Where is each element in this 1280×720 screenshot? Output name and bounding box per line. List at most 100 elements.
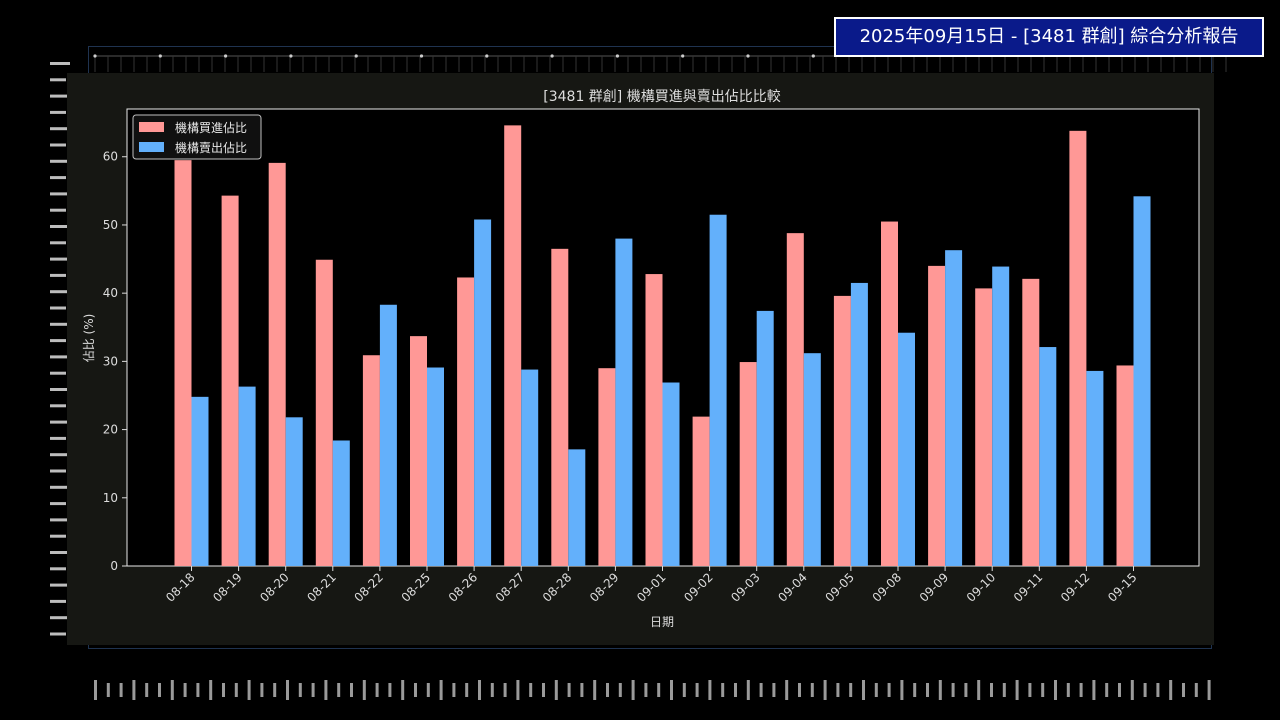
- bar-sell: [238, 386, 256, 566]
- bottom-tick: [414, 683, 417, 697]
- left-tick: [50, 420, 70, 424]
- top-ruler-dot: [158, 54, 162, 58]
- bottom-tick: [682, 683, 686, 697]
- top-ruler-dot: [615, 54, 620, 58]
- bar-buy: [692, 416, 710, 566]
- x-tick-label: 09-10: [964, 570, 999, 605]
- bottom-tick: [593, 680, 597, 700]
- bar-buy: [174, 160, 192, 566]
- x-tick-label: 09-05: [822, 570, 857, 605]
- bottom-tick: [1015, 680, 1019, 700]
- bottom-tick: [580, 683, 584, 697]
- bottom-tick: [439, 680, 443, 700]
- bottom-tick: [337, 683, 341, 697]
- left-tick: [50, 567, 66, 571]
- bottom-tick: [746, 680, 750, 700]
- bar-sell: [521, 369, 539, 566]
- bottom-tick: [542, 683, 545, 697]
- bottom-tick: [657, 683, 661, 697]
- bar-sell: [803, 353, 821, 566]
- bottom-tick: [567, 683, 571, 697]
- chart-title: [3481 群創] 機構買進與賣出佔比比較: [543, 89, 780, 105]
- x-tick-label: 08-20: [257, 570, 292, 605]
- bottom-tick: [631, 680, 635, 700]
- bar-buy: [1022, 278, 1040, 566]
- bottom-tick: [1143, 683, 1147, 697]
- x-tick-label: 08-22: [351, 570, 386, 605]
- x-tick-label: 08-27: [493, 570, 528, 605]
- bottom-tick: [183, 683, 187, 697]
- bottom-tick: [810, 683, 814, 697]
- bottom-tick: [478, 680, 481, 700]
- y-tick-label: 60: [103, 150, 118, 164]
- bar-sell: [615, 238, 633, 566]
- bar-buy: [362, 355, 380, 566]
- top-ruler-dot: [550, 54, 554, 58]
- bottom-tick: [516, 680, 520, 700]
- bar-buy: [504, 125, 522, 566]
- bar-buy: [315, 259, 333, 566]
- bottom-tick: [785, 680, 789, 700]
- left-tick: [50, 502, 66, 506]
- bottom-tick: [670, 680, 673, 700]
- left-tick-ruler: [50, 62, 70, 636]
- bottom-tick: [465, 683, 469, 697]
- bottom-tick: [1066, 683, 1070, 697]
- x-tick-label: 08-21: [304, 570, 339, 605]
- left-tick: [50, 241, 66, 245]
- bar-sell: [756, 310, 774, 566]
- left-tick: [50, 551, 70, 554]
- left-tick: [50, 453, 70, 457]
- y-tick-label: 0: [110, 559, 118, 573]
- bottom-tick: [1130, 680, 1134, 700]
- x-axis-label: 日期: [650, 615, 674, 629]
- left-tick: [50, 616, 70, 620]
- left-tick: [50, 599, 66, 603]
- bottom-tick: [234, 683, 238, 697]
- left-tick: [50, 290, 70, 294]
- bottom-tick: [606, 683, 609, 697]
- bar-sell: [1133, 196, 1151, 566]
- left-tick: [50, 110, 66, 114]
- top-ruler-dot: [485, 54, 489, 58]
- left-tick: [50, 388, 70, 391]
- bar-buy: [1116, 365, 1134, 566]
- bar-sell: [662, 382, 680, 566]
- bottom-tick: [1028, 683, 1032, 697]
- bottom-tick: [862, 680, 865, 700]
- bar-sell: [474, 219, 492, 566]
- bottom-tick: [145, 683, 149, 697]
- left-tick: [50, 371, 66, 375]
- y-tick-label: 50: [103, 218, 118, 232]
- bottom-tick: [94, 680, 97, 700]
- bar-sell: [709, 214, 727, 566]
- x-tick-label: 09-01: [634, 570, 669, 605]
- bottom-tick: [554, 680, 558, 700]
- bottom-tick: [708, 680, 712, 700]
- left-tick: [50, 94, 70, 98]
- left-tick: [50, 176, 66, 180]
- bar-sell: [850, 282, 868, 566]
- bottom-tick: [977, 680, 981, 700]
- bottom-tick: [1041, 683, 1045, 697]
- legend-swatch-sell: [139, 142, 164, 152]
- bottom-tick: [119, 683, 123, 697]
- left-tick: [50, 306, 66, 310]
- left-tick: [50, 192, 70, 196]
- bar-sell: [285, 417, 303, 566]
- bottom-tick: [247, 680, 251, 700]
- bottom-tick: [836, 683, 840, 697]
- bottom-tick-ruler: [94, 680, 1211, 700]
- bottom-tick: [887, 683, 891, 697]
- bottom-tick: [311, 683, 315, 697]
- bottom-tick: [350, 683, 353, 697]
- x-tick-label: 09-09: [917, 570, 952, 605]
- bar-sell: [1039, 347, 1057, 566]
- bottom-tick: [106, 683, 110, 697]
- bottom-tick: [426, 683, 430, 697]
- legend-swatch-buy: [139, 122, 164, 132]
- bar-sell: [898, 332, 915, 566]
- bottom-tick: [1118, 683, 1121, 697]
- top-ruler-dot: [811, 54, 815, 58]
